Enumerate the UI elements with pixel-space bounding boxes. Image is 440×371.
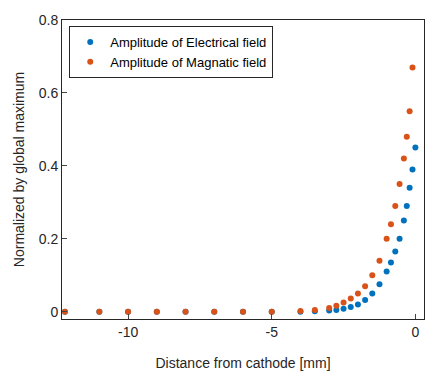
svg-text:-10: -10 (118, 324, 138, 340)
svg-text:0: 0 (50, 304, 58, 320)
svg-text:0.8: 0.8 (39, 12, 59, 28)
svg-text:0.6: 0.6 (39, 85, 59, 101)
svg-text:0.2: 0.2 (39, 231, 59, 247)
svg-text:Normalized by global maximum: Normalized by global maximum (11, 72, 27, 267)
svg-text:Amplitude of Magnatic field: Amplitude of Magnatic field (110, 55, 266, 70)
svg-text:Distance from cathode [mm]: Distance from cathode [mm] (155, 355, 330, 371)
svg-text:0: 0 (411, 324, 419, 340)
svg-text:Amplitude of Electrical field: Amplitude of Electrical field (110, 35, 266, 50)
svg-text:0.4: 0.4 (39, 158, 59, 174)
svg-text:-5: -5 (266, 324, 279, 340)
